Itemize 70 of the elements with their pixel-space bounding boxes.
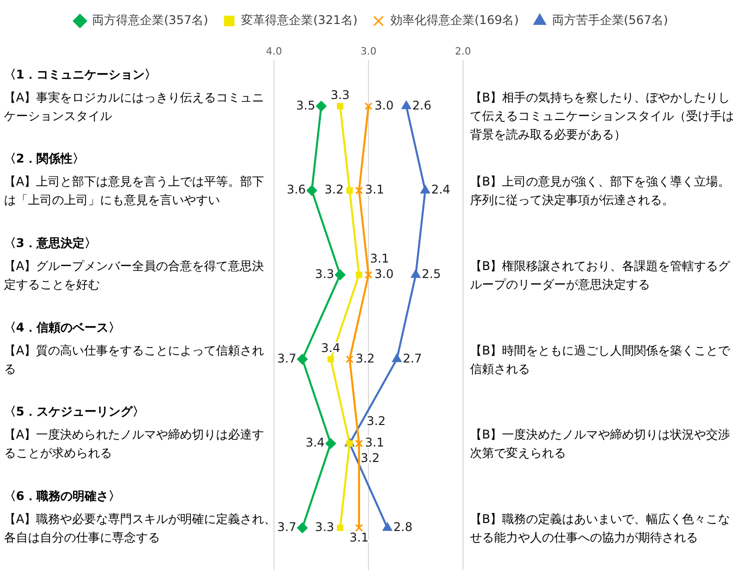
data-label: 3.0: [374, 266, 394, 281]
point: [364, 270, 372, 279]
data-label: 3.1: [365, 436, 384, 450]
point: [327, 356, 334, 362]
x-tick-label: 2.0: [455, 46, 471, 58]
data-label: 2.8: [393, 520, 412, 534]
data-label: 3.6: [286, 182, 306, 197]
text: 【A】グループメンバー全員の合意を得て意思決定することを好む: [4, 258, 264, 292]
data-label: 3.3: [330, 88, 350, 102]
data-label: 2.4: [431, 182, 450, 197]
data-label: 2.5: [422, 266, 441, 281]
text: 【B】時間をともに過ごし人間関係を築くことで信頼される: [470, 343, 732, 376]
point: [346, 187, 353, 194]
data-label: 3.5: [296, 98, 316, 112]
data-label: 3.1: [350, 530, 369, 544]
data-label: 3.2: [324, 182, 344, 197]
text: 【B】相手の気持ちを察したり、ぼやかしたりして伝えるコミュニケーションスタイル（受け手は背景を読み取る必要がある）: [470, 90, 734, 142]
text: 〈5．スケジューリング〉: [4, 404, 144, 419]
data-label: 3.2: [360, 451, 380, 466]
point: [336, 524, 344, 532]
point: [392, 354, 402, 362]
point: [297, 354, 308, 364]
point: [420, 185, 430, 194]
data-label: 3.3: [315, 520, 334, 534]
point: [364, 102, 372, 110]
point: [402, 100, 411, 110]
data-label: 3.2: [366, 414, 386, 428]
data-label: 3.1: [370, 251, 390, 266]
text: 〈3．意思決定〉: [4, 236, 96, 250]
data-label: 3.2: [356, 351, 375, 366]
text: 【B】権限移譲されており、各課題を管轄するグループのリーダーが意思決定する: [470, 258, 732, 292]
text: 〈2．関係性〉: [4, 152, 84, 166]
text: 【A】一度決められたノルマや締め切りは必達することが求められる: [4, 428, 264, 460]
text: 【B】職務の定義はあいまいで、幅広く色々こなせる能力や人の仕事への協力が期待される: [470, 512, 730, 544]
data-label: 3.7: [277, 351, 296, 366]
point: [325, 438, 336, 449]
point: [356, 272, 362, 278]
data-label: 3.1: [365, 182, 384, 197]
point: [355, 186, 363, 194]
legend-label: 効率化得意企業(169名): [390, 13, 519, 28]
text: 【B】上司の意見が強く、部下を強く導く立場。序列に従って決定事項が伝達される。: [470, 174, 730, 208]
x-tick-label: 3.0: [360, 46, 376, 58]
point: [316, 100, 326, 112]
text: 【A】質の高い仕事をすることによって信頼される: [4, 343, 264, 376]
point: [382, 522, 392, 531]
text: 【B】一度決めたノルマや締め切りは状況や交渉次第で変えられる: [470, 428, 730, 460]
data-label: 3.0: [374, 98, 394, 112]
text: 〈1．コミュニケーション〉: [4, 67, 156, 82]
text: 【A】上司と部下は意見を言う上では平等。部下は「上司の上司」にも意見を言いやすい: [4, 174, 264, 208]
point: [346, 355, 354, 364]
point: [411, 270, 420, 278]
data-label: 3.7: [277, 520, 296, 534]
point: [306, 185, 318, 196]
legend-label: 両方苦手企業(567名): [552, 13, 668, 28]
annotation: 【A】職務や必要な専門スキルが明確に定義され、各自は自分の仕事に専念する: [4, 512, 276, 544]
legend-label: 変革得意企業(321名): [241, 13, 358, 28]
x-tick-label: 4.0: [266, 46, 282, 58]
point: [334, 270, 346, 280]
legend-label: 両方得意企業(357名): [92, 13, 208, 28]
text: 〈4．信頼のベース〉: [4, 320, 120, 334]
text: 【A】事実をロジカルにはっきり伝えるコミュニケーションスタイル: [4, 90, 264, 123]
data-label: 2.7: [402, 351, 422, 366]
data-label: 3.4: [306, 436, 325, 450]
text: 〈6．職務の明確さ〉: [4, 488, 120, 503]
point: [355, 524, 363, 532]
point: [355, 440, 363, 448]
point: [336, 102, 344, 110]
point: [297, 522, 308, 534]
data-label: 3.3: [315, 266, 334, 281]
data-label: 2.6: [412, 98, 432, 112]
